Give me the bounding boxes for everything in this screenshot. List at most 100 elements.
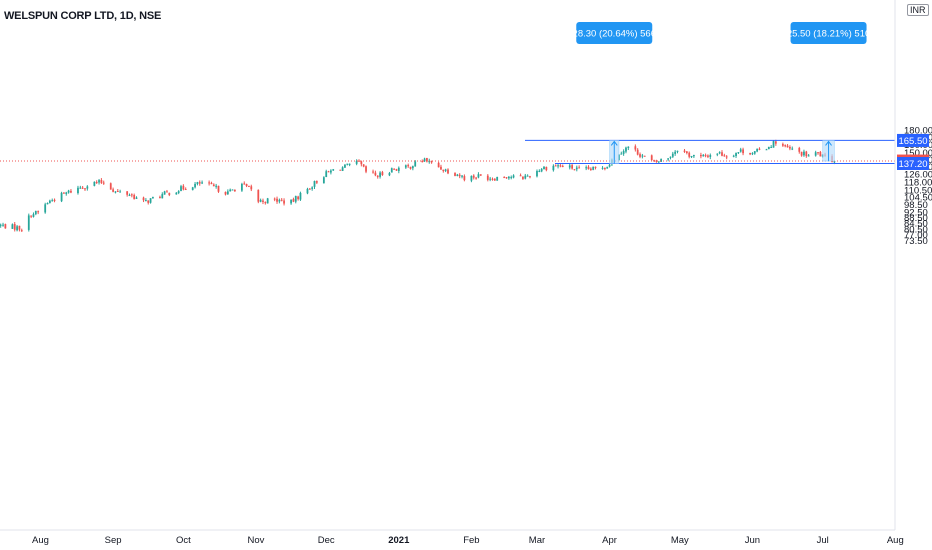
candle-body [245, 184, 248, 187]
candle-body [102, 182, 105, 184]
candle-body [376, 175, 379, 177]
resistance-price-tag: 165.50 [898, 136, 927, 147]
candle-body [339, 169, 342, 171]
candle-body [224, 191, 227, 195]
candle-body [725, 156, 728, 158]
candle-body [538, 170, 541, 172]
candle-body [20, 230, 23, 232]
candle-body [18, 225, 21, 230]
candle-body [765, 149, 768, 151]
candle-body [397, 167, 400, 172]
candle-body [4, 224, 7, 229]
candle-body [423, 158, 426, 162]
candle-body [477, 174, 480, 178]
candle-body [226, 191, 229, 195]
candle-body [786, 145, 789, 148]
x-tick-label: Feb [463, 535, 479, 546]
measure-label-bg [790, 22, 867, 44]
candle-body [2, 224, 4, 226]
candle-body [27, 215, 30, 230]
candle-body [37, 211, 40, 213]
candle-body [262, 200, 264, 202]
candle-body [266, 198, 269, 204]
candle-body [772, 141, 775, 148]
candle-body [182, 185, 185, 190]
candle-body [470, 175, 473, 181]
candle-body [390, 168, 393, 173]
candle-body [280, 199, 283, 201]
candle-body [704, 155, 707, 157]
x-tick-label: Aug [32, 535, 49, 546]
candle-body [70, 190, 72, 193]
candle-body [217, 185, 220, 192]
candle-body [749, 153, 751, 155]
candle-body [814, 152, 817, 156]
candle-body [13, 224, 16, 230]
candle-body [163, 191, 166, 195]
support-price-tag-bg [897, 157, 929, 170]
candle-body [430, 160, 433, 163]
candle-body [0, 224, 2, 226]
time-axis[interactable]: Aug Sep Oct Nov Dec 2021 Feb Mar Apr May Jun Jul Aug [32, 535, 904, 546]
resistance-price-tag-bg [897, 133, 929, 147]
candle-body [322, 177, 325, 184]
candle-body [700, 154, 702, 157]
y-tick-label: 92.50 [904, 207, 928, 218]
candle-body [393, 168, 396, 170]
x-tick-label: Nov [248, 535, 265, 546]
candle-body [552, 165, 555, 171]
candle-body [229, 189, 232, 192]
candle-body [344, 164, 346, 168]
chart-title: WELSPUN CORP LTD, 1D, NSE [4, 10, 162, 22]
candle-body [112, 189, 114, 192]
candle-body [161, 194, 164, 199]
currency-badge[interactable]: INR [907, 4, 929, 16]
candle-body [737, 152, 740, 154]
candle-body [95, 182, 98, 184]
candle-body [93, 181, 96, 186]
candle-body [575, 167, 578, 170]
candle-body [437, 162, 440, 168]
y-tick-label: 118.00 [904, 178, 932, 189]
candle-body [496, 176, 499, 181]
measure-arrow-head [825, 140, 832, 146]
candle-body [667, 158, 670, 160]
candle-body [290, 199, 292, 204]
candle-body [362, 164, 365, 167]
y-tick-label: 150.00 [904, 148, 932, 159]
candle-body [784, 145, 787, 147]
x-tick-label: Mar [529, 535, 545, 546]
candle-body [421, 161, 424, 163]
candle-body [529, 176, 531, 178]
candle-body [571, 165, 574, 169]
measure-label: 28.30 (20.64%) 566 [573, 29, 656, 40]
candle-body [299, 192, 302, 200]
candle-body [194, 183, 196, 188]
candle-body [81, 187, 84, 189]
candle-body [175, 192, 178, 195]
candle-body [98, 180, 100, 183]
candle-body [147, 200, 150, 203]
candle-body [791, 148, 794, 150]
candle-body [489, 178, 492, 180]
candle-body [381, 172, 384, 175]
candle-body [479, 174, 482, 176]
candle-body [603, 168, 606, 170]
candle-body [388, 173, 391, 176]
x-tick-label: Aug [887, 535, 904, 546]
candle-body [60, 192, 63, 202]
candle-body [144, 200, 147, 202]
candle-body [709, 155, 712, 157]
candle-body [243, 183, 246, 185]
candle-body [819, 151, 822, 157]
candle-body [16, 226, 18, 231]
candle-body [758, 148, 761, 150]
candle-body [735, 153, 737, 156]
measure-arrow-head [610, 140, 618, 146]
candle-body [561, 165, 564, 167]
candle-body [409, 166, 412, 169]
candle-body [707, 155, 709, 157]
candle-body [327, 171, 330, 173]
candle-body [130, 194, 133, 196]
